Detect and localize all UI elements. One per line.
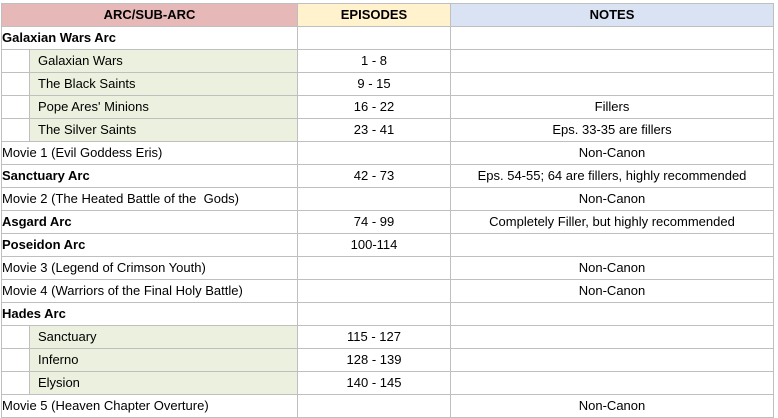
sub-arc-cell[interactable]: The Black Saints: [1, 72, 298, 96]
notes-cell[interactable]: Non-Canon: [450, 141, 774, 165]
episodes-cell[interactable]: [297, 302, 451, 326]
arc-cell[interactable]: Movie 2 (The Heated Battle of the Gods): [1, 187, 298, 211]
episodes-cell[interactable]: 128 - 139: [297, 348, 451, 372]
arc-cell[interactable]: Sanctuary Arc: [1, 164, 298, 188]
arc-cell[interactable]: Movie 4 (Warriors of the Final Holy Batt…: [1, 279, 298, 303]
table-row: Movie 2 (The Heated Battle of the Gods) …: [1, 187, 774, 211]
episodes-cell[interactable]: 9 - 15: [297, 72, 451, 96]
sub-arc-cell[interactable]: Sanctuary: [1, 325, 298, 349]
indent-spacer: [2, 349, 30, 371]
arc-cell[interactable]: Asgard Arc: [1, 210, 298, 234]
indent-spacer: [2, 73, 30, 95]
header-notes: NOTES: [450, 3, 774, 27]
episodes-cell[interactable]: 1 - 8: [297, 49, 451, 73]
episodes-cell[interactable]: 42 - 73: [297, 164, 451, 188]
episodes-cell[interactable]: [297, 141, 451, 165]
notes-cell[interactable]: Non-Canon: [450, 187, 774, 211]
sub-arc-cell[interactable]: Inferno: [1, 348, 298, 372]
notes-cell[interactable]: [450, 325, 774, 349]
notes-cell[interactable]: Eps. 54-55; 64 are fillers, highly recom…: [450, 164, 774, 188]
episodes-cell[interactable]: 74 - 99: [297, 210, 451, 234]
arc-table: ARC/SUB-ARC EPISODES NOTES Galaxian Wars…: [1, 3, 774, 418]
sub-arc-label: Pope Ares' Minions: [38, 99, 149, 114]
table-row: Poseidon Arc 100-114: [1, 233, 774, 257]
arc-cell[interactable]: Movie 3 (Legend of Crimson Youth): [1, 256, 298, 280]
notes-cell[interactable]: Non-Canon: [450, 279, 774, 303]
sub-arc-label: Sanctuary: [38, 329, 97, 344]
episodes-cell[interactable]: 23 - 41: [297, 118, 451, 142]
sub-arc-label: Galaxian Wars: [38, 53, 123, 68]
arc-cell[interactable]: Galaxian Wars Arc: [1, 26, 298, 50]
notes-cell[interactable]: [450, 26, 774, 50]
table-row: Inferno 128 - 139: [1, 348, 774, 372]
table-row: Movie 4 (Warriors of the Final Holy Batt…: [1, 279, 774, 303]
indent-spacer: [2, 96, 30, 118]
table-row: Elysion 140 - 145: [1, 371, 774, 395]
header-arc: ARC/SUB-ARC: [1, 3, 298, 27]
arc-cell[interactable]: Movie 5 (Heaven Chapter Overture): [1, 394, 298, 418]
episodes-cell[interactable]: [297, 279, 451, 303]
notes-cell[interactable]: Eps. 33-35 are fillers: [450, 118, 774, 142]
notes-cell[interactable]: Non-Canon: [450, 256, 774, 280]
table-row: Movie 1 (Evil Goddess Eris) Non-Canon: [1, 141, 774, 165]
header-episodes: EPISODES: [297, 3, 451, 27]
table-row: Pope Ares' Minions 16 - 22 Fillers: [1, 95, 774, 119]
table-row: Asgard Arc 74 - 99 Completely Filler, bu…: [1, 210, 774, 234]
header-row: ARC/SUB-ARC EPISODES NOTES: [1, 3, 774, 27]
table-row: Hades Arc: [1, 302, 774, 326]
sub-arc-label: The Silver Saints: [38, 122, 137, 137]
sub-arc-cell[interactable]: Elysion: [1, 371, 298, 395]
notes-cell[interactable]: [450, 49, 774, 73]
notes-cell[interactable]: Non-Canon: [450, 394, 774, 418]
episodes-cell[interactable]: 16 - 22: [297, 95, 451, 119]
notes-cell[interactable]: [450, 302, 774, 326]
table-row: The Black Saints 9 - 15: [1, 72, 774, 96]
episodes-cell[interactable]: [297, 256, 451, 280]
table-row: Sanctuary Arc 42 - 73 Eps. 54-55; 64 are…: [1, 164, 774, 188]
indent-spacer: [2, 119, 30, 141]
table-row: Sanctuary 115 - 127: [1, 325, 774, 349]
sub-arc-cell[interactable]: Galaxian Wars: [1, 49, 298, 73]
table-row: The Silver Saints 23 - 41 Eps. 33-35 are…: [1, 118, 774, 142]
indent-spacer: [2, 372, 30, 394]
episodes-cell[interactable]: 140 - 145: [297, 371, 451, 395]
sub-arc-cell[interactable]: The Silver Saints: [1, 118, 298, 142]
table-row: Galaxian Wars 1 - 8: [1, 49, 774, 73]
notes-cell[interactable]: [450, 371, 774, 395]
sub-arc-label: Elysion: [38, 375, 80, 390]
sub-arc-label: Inferno: [38, 352, 79, 367]
episodes-cell[interactable]: 115 - 127: [297, 325, 451, 349]
notes-cell[interactable]: Completely Filler, but highly recommende…: [450, 210, 774, 234]
arc-cell[interactable]: Poseidon Arc: [1, 233, 298, 257]
notes-cell[interactable]: [450, 72, 774, 96]
notes-cell[interactable]: Fillers: [450, 95, 774, 119]
arc-cell[interactable]: Movie 1 (Evil Goddess Eris): [1, 141, 298, 165]
episodes-cell[interactable]: 100-114: [297, 233, 451, 257]
episodes-cell[interactable]: [297, 187, 451, 211]
episodes-cell[interactable]: [297, 394, 451, 418]
notes-cell[interactable]: [450, 233, 774, 257]
table-row: Movie 5 (Heaven Chapter Overture) Non-Ca…: [1, 394, 774, 418]
table-row: Galaxian Wars Arc: [1, 26, 774, 50]
indent-spacer: [2, 50, 30, 72]
arc-cell[interactable]: Hades Arc: [1, 302, 298, 326]
notes-cell[interactable]: [450, 348, 774, 372]
indent-spacer: [2, 326, 30, 348]
table-row: Movie 3 (Legend of Crimson Youth) Non-Ca…: [1, 256, 774, 280]
sub-arc-label: The Black Saints: [38, 76, 136, 91]
episodes-cell[interactable]: [297, 26, 451, 50]
sub-arc-cell[interactable]: Pope Ares' Minions: [1, 95, 298, 119]
